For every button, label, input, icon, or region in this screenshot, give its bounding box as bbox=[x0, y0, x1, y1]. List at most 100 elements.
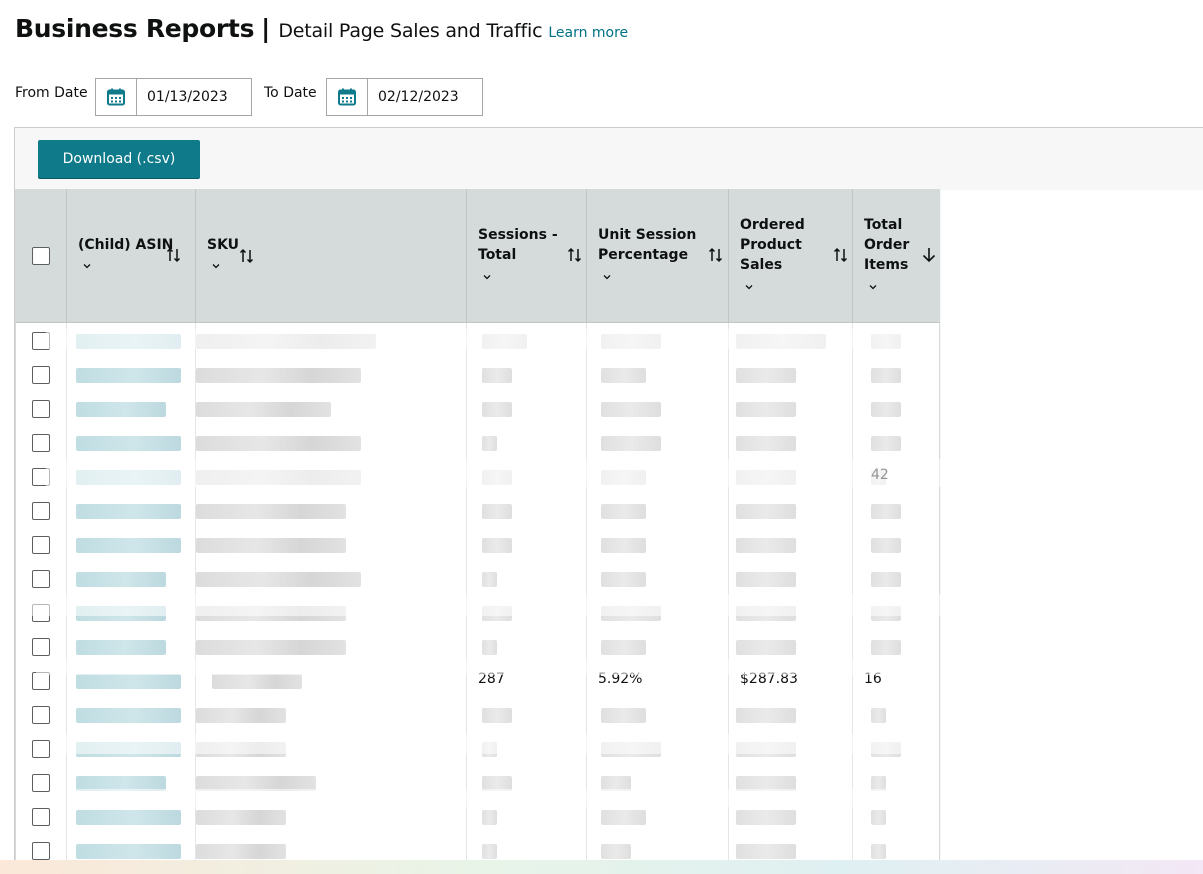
ordered-product-sales-value bbox=[736, 368, 796, 383]
redaction-overlay bbox=[56, 734, 936, 754]
row-checkbox[interactable] bbox=[32, 434, 50, 452]
asin-link[interactable] bbox=[76, 810, 181, 825]
chevron-down-icon[interactable] bbox=[481, 273, 493, 281]
row-checkbox[interactable] bbox=[32, 502, 50, 520]
redaction-overlay bbox=[76, 789, 936, 807]
sessions-value bbox=[482, 538, 512, 553]
from-date-label: From Date bbox=[15, 85, 88, 101]
total-order-items-value bbox=[871, 844, 886, 859]
calendar-icon[interactable] bbox=[327, 79, 368, 115]
sort-both-icon[interactable] bbox=[833, 246, 849, 264]
column-label: Unit Session Percentage bbox=[598, 227, 697, 263]
ordered-product-sales-value bbox=[736, 436, 796, 451]
asin-link[interactable] bbox=[76, 674, 181, 689]
row-checkbox[interactable] bbox=[32, 740, 50, 758]
table-row bbox=[16, 392, 940, 426]
unit-session-percentage-value bbox=[601, 538, 646, 553]
column-header-ordered-product-sales[interactable]: Ordered Product Sales bbox=[729, 189, 853, 323]
table-row: 287 5.92% $287.83 16 bbox=[16, 664, 940, 698]
chevron-down-icon[interactable] bbox=[743, 283, 755, 291]
sku-value bbox=[196, 402, 331, 417]
unit-session-percentage-value bbox=[601, 810, 646, 825]
column-header-total-order-items[interactable]: Total Order Items bbox=[853, 189, 941, 323]
total-order-items-value bbox=[871, 776, 886, 791]
select-all-header bbox=[16, 189, 67, 323]
row-checkbox[interactable] bbox=[32, 842, 50, 860]
ordered-product-sales-value bbox=[736, 640, 796, 655]
asin-link[interactable] bbox=[76, 538, 181, 553]
row-checkbox[interactable] bbox=[32, 808, 50, 826]
unit-session-percentage-value bbox=[601, 436, 661, 451]
asin-link[interactable] bbox=[76, 844, 181, 859]
sku-value bbox=[196, 844, 286, 859]
to-date-input[interactable] bbox=[368, 79, 481, 115]
asin-link[interactable] bbox=[76, 368, 181, 383]
row-checkbox[interactable] bbox=[32, 400, 50, 418]
row-checkbox[interactable] bbox=[32, 774, 50, 792]
asin-link[interactable] bbox=[76, 436, 181, 451]
unit-session-percentage-value bbox=[601, 368, 646, 383]
title-separator: | bbox=[261, 14, 271, 43]
ordered-product-sales-value bbox=[736, 708, 796, 723]
total-order-items-value bbox=[871, 572, 901, 587]
unit-session-percentage-value bbox=[601, 776, 631, 791]
to-date-picker[interactable] bbox=[326, 78, 483, 116]
table-row bbox=[16, 528, 940, 562]
unit-session-percentage-value bbox=[601, 844, 631, 859]
sort-desc-icon[interactable] bbox=[921, 246, 937, 264]
ordered-product-sales-value: $287.83 bbox=[740, 671, 798, 687]
asin-link[interactable] bbox=[76, 640, 166, 655]
sort-both-icon[interactable] bbox=[239, 247, 255, 265]
sku-value bbox=[196, 368, 361, 383]
column-header-sessions[interactable]: Sessions - Total bbox=[467, 189, 587, 323]
sort-both-icon[interactable] bbox=[567, 246, 583, 264]
page-header: Business Reports | Detail Page Sales and… bbox=[15, 14, 628, 43]
sku-value bbox=[196, 810, 286, 825]
ordered-product-sales-value bbox=[736, 810, 796, 825]
select-all-checkbox[interactable] bbox=[32, 247, 50, 265]
column-header-sku[interactable]: SKU bbox=[196, 189, 467, 323]
row-checkbox[interactable] bbox=[32, 638, 50, 656]
asin-link[interactable] bbox=[76, 708, 181, 723]
panel-empty-area bbox=[941, 190, 1203, 874]
row-checkbox[interactable] bbox=[32, 570, 50, 588]
unit-session-percentage-value bbox=[601, 504, 646, 519]
row-checkbox[interactable] bbox=[32, 536, 50, 554]
row-checkbox[interactable] bbox=[32, 706, 50, 724]
sku-value bbox=[196, 504, 346, 519]
sort-both-icon[interactable] bbox=[708, 246, 724, 264]
table-row bbox=[16, 800, 940, 834]
asin-link[interactable] bbox=[76, 572, 166, 587]
column-header-unit-session-percentage[interactable]: Unit Session Percentage bbox=[587, 189, 729, 323]
asin-link[interactable] bbox=[76, 402, 166, 417]
table-row bbox=[16, 562, 940, 596]
asin-link[interactable] bbox=[76, 504, 181, 519]
chevron-down-icon[interactable] bbox=[210, 262, 222, 270]
sku-value bbox=[212, 674, 302, 689]
asin-link[interactable] bbox=[76, 776, 166, 791]
sku-value bbox=[196, 708, 286, 723]
ordered-product-sales-value bbox=[736, 776, 796, 791]
row-checkbox[interactable] bbox=[32, 366, 50, 384]
from-date-input[interactable] bbox=[137, 79, 250, 115]
calendar-icon[interactable] bbox=[96, 79, 137, 115]
chevron-down-icon[interactable] bbox=[81, 262, 93, 270]
download-csv-button[interactable]: Download (.csv) bbox=[38, 140, 200, 178]
redaction-overlay bbox=[36, 659, 936, 675]
sessions-value bbox=[482, 640, 497, 655]
learn-more-link[interactable]: Learn more bbox=[548, 25, 629, 41]
sessions-value bbox=[482, 708, 512, 723]
redaction-overlay bbox=[46, 329, 926, 349]
sessions-value bbox=[482, 572, 497, 587]
sessions-value bbox=[482, 810, 497, 825]
chevron-down-icon[interactable] bbox=[601, 273, 613, 281]
sku-value bbox=[196, 776, 316, 791]
column-header-asin[interactable]: (Child) ASIN bbox=[67, 189, 196, 323]
total-order-items-value bbox=[871, 402, 901, 417]
redaction-overlay bbox=[16, 594, 946, 616]
ordered-product-sales-value bbox=[736, 504, 796, 519]
chevron-down-icon[interactable] bbox=[867, 283, 879, 291]
sku-value bbox=[196, 436, 361, 451]
sort-both-icon[interactable] bbox=[166, 246, 182, 264]
from-date-picker[interactable] bbox=[95, 78, 252, 116]
